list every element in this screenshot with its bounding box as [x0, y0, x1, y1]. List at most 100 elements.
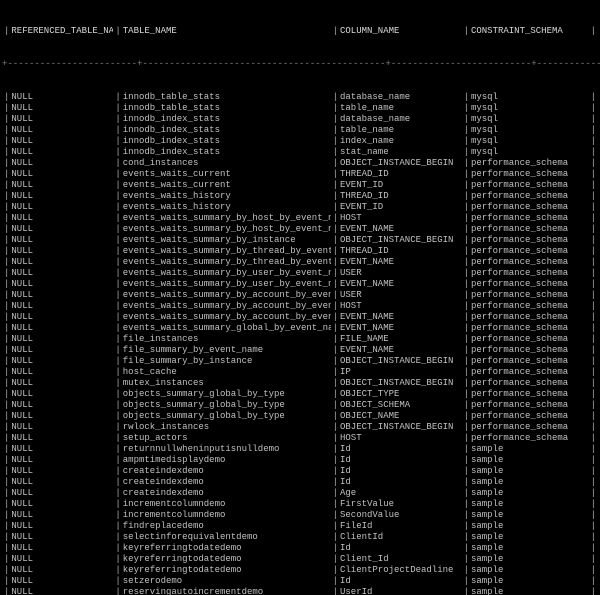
- cell: performance_schema: [471, 268, 589, 279]
- cell: performance_schema: [471, 279, 589, 290]
- cell: NULL: [11, 323, 113, 334]
- cell: HOST: [340, 433, 462, 444]
- cell: EVENT_NAME: [340, 345, 462, 356]
- table-row: |NULL|file_summary_by_event_name|EVENT_N…: [2, 345, 598, 356]
- cell: mysql: [471, 92, 589, 103]
- cell: reservingautoincrementdemo: [123, 587, 331, 595]
- cell: performance_schema: [471, 378, 589, 389]
- cell: performance_schema: [471, 235, 589, 246]
- cell: keyreferringtodatedemo: [123, 554, 331, 565]
- cell: NULL: [11, 235, 113, 246]
- cell: incrementcolumndemo: [123, 499, 331, 510]
- table-row: |NULL|events_waits_summary_by_account_by…: [2, 301, 598, 312]
- cell: NULL: [11, 224, 113, 235]
- cell: events_waits_summary_global_by_event_nam…: [123, 323, 331, 334]
- cell: EVENT_ID: [340, 202, 462, 213]
- cell: events_waits_summary_by_user_by_event_na…: [123, 279, 331, 290]
- cell: USER: [340, 290, 462, 301]
- cell: innodb_index_stats: [123, 114, 331, 125]
- cell: stat_name: [340, 147, 462, 158]
- cell: sample: [471, 488, 589, 499]
- cell: SecondValue: [340, 510, 462, 521]
- cell: FirstValue: [340, 499, 462, 510]
- cell: sample: [471, 543, 589, 554]
- cell: OBJECT_INSTANCE_BEGIN: [340, 422, 462, 433]
- table-row: |NULL|events_waits_summary_by_instance|O…: [2, 235, 598, 246]
- table-row: |NULL|rwlock_instances|OBJECT_INSTANCE_B…: [2, 422, 598, 433]
- table-row: |NULL|events_waits_summary_by_host_by_ev…: [2, 224, 598, 235]
- table-row: |NULL|createindexdemo|Id|sample|: [2, 477, 598, 488]
- table-row: |NULL|events_waits_history|THREAD_ID|per…: [2, 191, 598, 202]
- cell: NULL: [11, 576, 113, 587]
- cell: NULL: [11, 279, 113, 290]
- cell: OBJECT_INSTANCE_BEGIN: [340, 235, 462, 246]
- cell: NULL: [11, 356, 113, 367]
- cell: IP: [340, 367, 462, 378]
- cell: OBJECT_INSTANCE_BEGIN: [340, 158, 462, 169]
- cell: database_name: [340, 114, 462, 125]
- table-row: |NULL|objects_summary_global_by_type|OBJ…: [2, 389, 598, 400]
- table-row: |NULL|selectinforequivalentdemo|ClientId…: [2, 532, 598, 543]
- cell: keyreferringtodatedemo: [123, 543, 331, 554]
- cell: HOST: [340, 301, 462, 312]
- separator: +------------------------+--------------…: [2, 59, 598, 70]
- cell: innodb_index_stats: [123, 136, 331, 147]
- table-row: |NULL|innodb_index_stats|table_name|mysq…: [2, 125, 598, 136]
- table-row: |NULL|reservingautoincrementdemo|UserId|…: [2, 587, 598, 595]
- cell: NULL: [11, 488, 113, 499]
- cell: sample: [471, 532, 589, 543]
- cell: NULL: [11, 587, 113, 595]
- cell: performance_schema: [471, 422, 589, 433]
- cell: mysql: [471, 147, 589, 158]
- cell: EVENT_NAME: [340, 224, 462, 235]
- cell: NULL: [11, 202, 113, 213]
- cell: NULL: [11, 521, 113, 532]
- cell: objects_summary_global_by_type: [123, 400, 331, 411]
- table-row: |NULL|findreplacedemo|FileId|sample|: [2, 521, 598, 532]
- cell: sample: [471, 444, 589, 455]
- cell: NULL: [11, 180, 113, 191]
- cell: NULL: [11, 136, 113, 147]
- cell: performance_schema: [471, 411, 589, 422]
- cell: file_summary_by_event_name: [123, 345, 331, 356]
- table-body: |NULL|innodb_table_stats|database_name|m…: [2, 92, 598, 595]
- table-row: |NULL|createindexdemo|Id|sample|: [2, 466, 598, 477]
- cell: NULL: [11, 268, 113, 279]
- cell: performance_schema: [471, 290, 589, 301]
- table-row: |NULL|events_waits_current|EVENT_ID|perf…: [2, 180, 598, 191]
- cell: table_name: [340, 103, 462, 114]
- table-row: |NULL|keyreferringtodatedemo|Id|sample|: [2, 543, 598, 554]
- cell: NULL: [11, 543, 113, 554]
- cell: Age: [340, 488, 462, 499]
- cell: performance_schema: [471, 224, 589, 235]
- cell: performance_schema: [471, 301, 589, 312]
- cell: NULL: [11, 103, 113, 114]
- cell: sample: [471, 576, 589, 587]
- cell: NULL: [11, 510, 113, 521]
- cell: rwlock_instances: [123, 422, 331, 433]
- cell: file_instances: [123, 334, 331, 345]
- cell: index_name: [340, 136, 462, 147]
- table-row: |NULL|objects_summary_global_by_type|OBJ…: [2, 400, 598, 411]
- cell: FILE_NAME: [340, 334, 462, 345]
- cell: events_waits_summary_by_user_by_event_na…: [123, 268, 331, 279]
- cell: performance_schema: [471, 169, 589, 180]
- table-row: |NULL|events_waits_summary_by_thread_by_…: [2, 257, 598, 268]
- cell: mutex_instances: [123, 378, 331, 389]
- cell: NULL: [11, 565, 113, 576]
- cell: mysql: [471, 114, 589, 125]
- cell: THREAD_ID: [340, 246, 462, 257]
- cell: events_waits_summary_by_account_by_event…: [123, 301, 331, 312]
- cell: USER: [340, 268, 462, 279]
- table-row: |NULL|events_waits_summary_by_account_by…: [2, 312, 598, 323]
- cell: performance_schema: [471, 367, 589, 378]
- cell: NULL: [11, 191, 113, 202]
- cell: incrementcolumndemo: [123, 510, 331, 521]
- cell: innodb_index_stats: [123, 125, 331, 136]
- col-header: COLUMN_NAME: [340, 26, 462, 37]
- cell: EVENT_NAME: [340, 257, 462, 268]
- table-row: |NULL|events_waits_history|EVENT_ID|perf…: [2, 202, 598, 213]
- cell: performance_schema: [471, 356, 589, 367]
- cell: NULL: [11, 312, 113, 323]
- cell: NULL: [11, 378, 113, 389]
